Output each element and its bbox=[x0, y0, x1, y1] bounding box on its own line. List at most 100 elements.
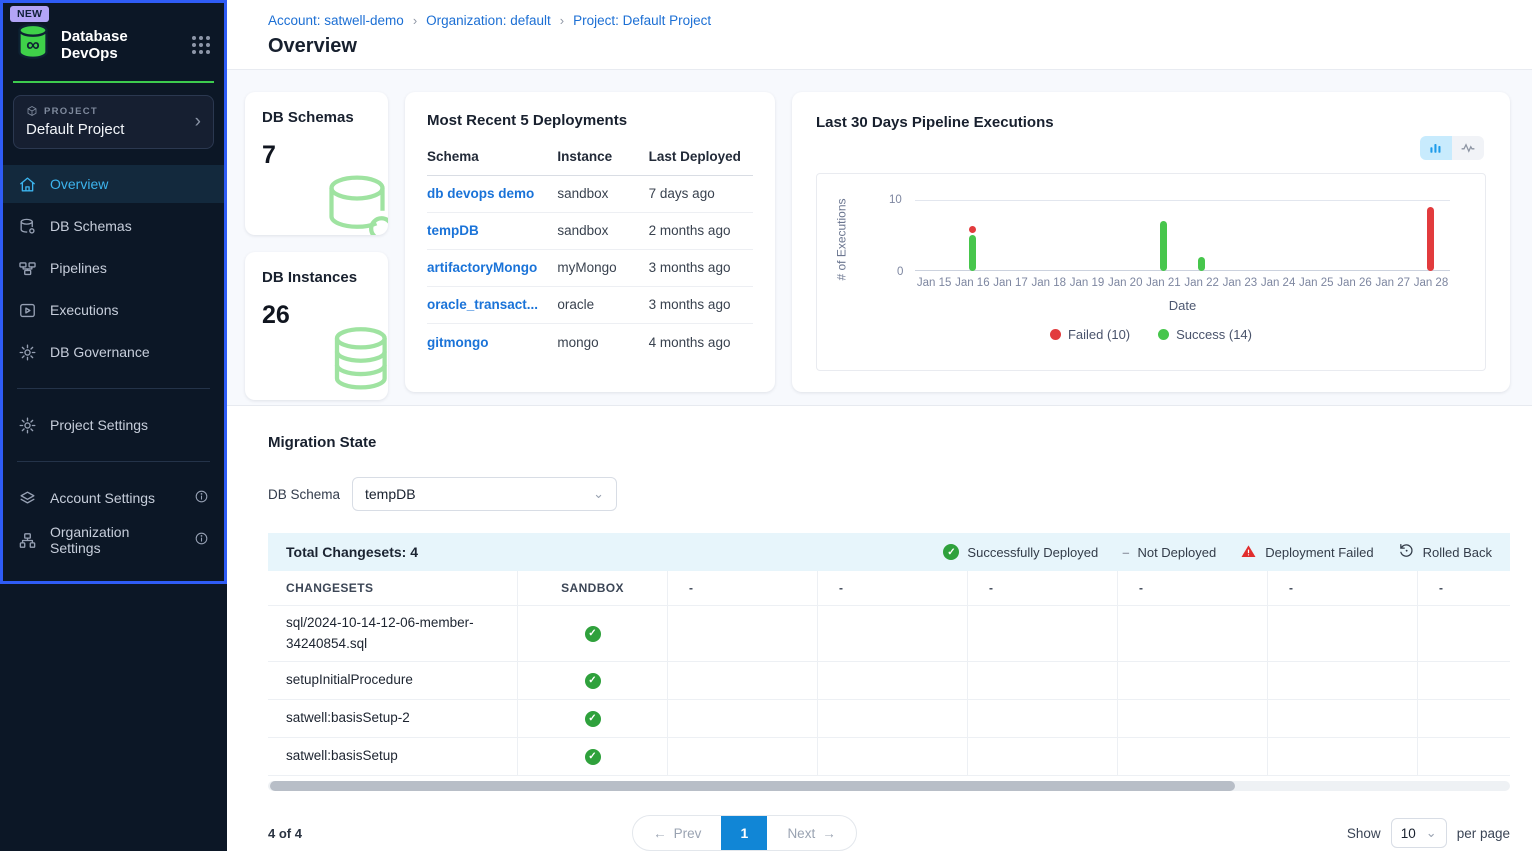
chart-title: Last 30 Days Pipeline Executions bbox=[816, 113, 1054, 131]
column-header: Schema bbox=[427, 149, 479, 165]
breadcrumb-account-link[interactable]: Account: satwell-demo bbox=[268, 13, 404, 28]
sidebar: NEW ∞ Database DevOps PROJECT Default Pr… bbox=[0, 0, 227, 851]
column-header: - bbox=[968, 571, 1118, 605]
sidebar-item-project-settings[interactable]: Project Settings bbox=[3, 406, 224, 444]
table-row: sql/2024-10-14-12-06-member-34240854.sql… bbox=[268, 606, 1510, 662]
warning-triangle-icon bbox=[1240, 543, 1257, 562]
schema-link[interactable]: gitmongo bbox=[427, 334, 489, 350]
bar-failed bbox=[1427, 206, 1435, 271]
migration-state-section: Migration State DB Schema tempDB ⌄ Total… bbox=[227, 406, 1532, 851]
column-header: - bbox=[668, 571, 818, 605]
database-stack-icon bbox=[318, 325, 388, 400]
pagination: 4 of 4 ← Prev 1 Next → Show 10 bbox=[268, 815, 1510, 851]
last-deployed-cell: 3 months ago bbox=[648, 297, 731, 313]
dash-icon: – bbox=[1122, 544, 1130, 560]
sidebar-item-label: DB Schemas bbox=[50, 218, 132, 234]
x-tick-label: Jan 22 bbox=[1184, 276, 1219, 289]
page-header: Account: satwell-demo › Organization: de… bbox=[227, 0, 1532, 70]
prev-page-button[interactable]: ← Prev bbox=[633, 816, 721, 850]
schema-link[interactable]: db devops demo bbox=[427, 186, 535, 202]
success-check-icon: ✓ bbox=[584, 625, 601, 642]
chevron-down-icon: ⌄ bbox=[593, 486, 604, 501]
sidebar-item-overview[interactable]: Overview bbox=[3, 165, 224, 203]
info-icon[interactable] bbox=[194, 489, 209, 507]
success-check-icon: ✓ bbox=[943, 544, 960, 560]
instance-cell: sandbox bbox=[557, 223, 609, 239]
table-row: artifactoryMongo myMongo 3 months ago bbox=[427, 250, 753, 287]
db-schemas-card: DB Schemas 7 bbox=[245, 91, 388, 235]
database-cylinder-icon bbox=[318, 172, 388, 235]
stat-label: DB Schemas bbox=[262, 108, 354, 126]
status-legend: ✓ Successfully Deployed – Not Deployed D… bbox=[943, 542, 1492, 562]
x-tick-label: Jan 21 bbox=[1146, 276, 1181, 289]
card-title: Most Recent 5 Deployments bbox=[427, 111, 628, 129]
svg-text:∞: ∞ bbox=[26, 35, 39, 56]
info-icon[interactable] bbox=[194, 531, 209, 549]
sidebar-item-label: Pipelines bbox=[50, 260, 107, 276]
x-tick-label: Jan 25 bbox=[1299, 276, 1334, 289]
breadcrumb-project-link[interactable]: Project: Default Project bbox=[573, 13, 712, 28]
chevron-down-icon: ⌄ bbox=[1425, 825, 1437, 840]
page-size-value: 10 bbox=[1400, 825, 1416, 841]
sidebar-item-label: Overview bbox=[50, 176, 109, 192]
breadcrumb: Account: satwell-demo › Organization: de… bbox=[268, 13, 1532, 28]
horizontal-scrollbar[interactable] bbox=[268, 781, 1510, 791]
app-title: Database DevOps bbox=[61, 27, 128, 62]
success-check-icon: ✓ bbox=[584, 672, 601, 689]
rollback-icon bbox=[1398, 542, 1415, 562]
legend-not-deployed: – Not Deployed bbox=[1122, 545, 1216, 560]
next-page-button[interactable]: Next → bbox=[767, 816, 855, 850]
breadcrumb-organization-link[interactable]: Organization: default bbox=[426, 13, 551, 28]
project-label: PROJECT bbox=[44, 105, 98, 117]
legend-label: Rolled Back bbox=[1422, 544, 1492, 560]
chart-bar-slot bbox=[1183, 256, 1221, 271]
project-selector[interactable]: PROJECT Default Project › bbox=[13, 95, 214, 149]
database-icon bbox=[20, 218, 35, 234]
schema-link[interactable]: oracle_transact... bbox=[427, 297, 539, 313]
sidebar-item-organization-settings[interactable]: Organization Settings bbox=[3, 521, 224, 559]
schema-link[interactable]: artifactoryMongo bbox=[427, 260, 538, 276]
sidebar-item-executions[interactable]: Executions bbox=[3, 291, 224, 329]
x-tick-label: Jan 27 bbox=[1375, 276, 1410, 289]
project-name: Default Project bbox=[26, 121, 125, 138]
changeset-name: satwell:basisSetup-2 bbox=[268, 700, 518, 737]
x-axis-title: Date bbox=[1168, 297, 1197, 313]
column-header: - bbox=[1268, 571, 1418, 605]
chart-bars bbox=[915, 200, 1450, 271]
apps-grid-icon[interactable] bbox=[192, 35, 210, 54]
column-header: - bbox=[1118, 571, 1268, 605]
table-header-row: CHANGESETS SANDBOX - - - - - - bbox=[268, 571, 1510, 606]
legend-item-failed: Failed (10) bbox=[1049, 327, 1130, 342]
legend-label: Not Deployed bbox=[1137, 544, 1217, 560]
pipeline-icon bbox=[19, 261, 36, 275]
sidebar-item-db-governance[interactable]: DB Governance bbox=[3, 333, 224, 371]
line-chart-toggle-icon[interactable] bbox=[1452, 135, 1484, 160]
overview-cards-section: DB Schemas 7 DB Instances 26 bbox=[227, 69, 1532, 406]
changesets-table-container: Total Changesets: 4 ✓ Successfully Deplo… bbox=[268, 533, 1510, 851]
x-tick-label: Jan 23 bbox=[1222, 276, 1258, 289]
success-check-icon: ✓ bbox=[584, 748, 601, 765]
table-header-row: Schema Instance Last Deployed bbox=[427, 139, 753, 176]
bar-chart-toggle-icon[interactable] bbox=[1420, 135, 1452, 160]
sidebar-item-label: Account Settings bbox=[50, 490, 156, 506]
db-schema-select[interactable]: tempDB ⌄ bbox=[352, 477, 617, 511]
legend-successfully-deployed: ✓ Successfully Deployed bbox=[943, 544, 1098, 560]
sidebar-divider bbox=[17, 461, 210, 462]
chart-legend: Failed (10) Success (14) bbox=[817, 327, 1485, 342]
column-header: Last Deployed bbox=[648, 149, 741, 165]
page-number-button[interactable]: 1 bbox=[721, 816, 768, 850]
schema-link[interactable]: tempDB bbox=[427, 223, 479, 239]
page-size-select[interactable]: 10 ⌄ bbox=[1390, 818, 1447, 848]
sidebar-item-pipelines[interactable]: Pipelines bbox=[3, 249, 224, 287]
stat-value: 7 bbox=[262, 140, 276, 169]
sidebar-highlight-box: NEW ∞ Database DevOps PROJECT Default Pr… bbox=[0, 0, 227, 584]
sidebar-item-db-schemas[interactable]: DB Schemas bbox=[3, 207, 224, 245]
y-axis-label: # of Executions bbox=[834, 198, 849, 281]
sidebar-item-account-settings[interactable]: Account Settings bbox=[3, 479, 224, 517]
sidebar-item-label: Organization Settings bbox=[50, 524, 130, 556]
changeset-name: satwell:basisSetup bbox=[268, 738, 518, 775]
db-schema-selected-value: tempDB bbox=[365, 486, 416, 502]
legend-item-success: Success (14) bbox=[1158, 327, 1252, 342]
legend-rolled-back: Rolled Back bbox=[1398, 542, 1492, 562]
scrollbar-thumb[interactable] bbox=[270, 781, 1235, 791]
